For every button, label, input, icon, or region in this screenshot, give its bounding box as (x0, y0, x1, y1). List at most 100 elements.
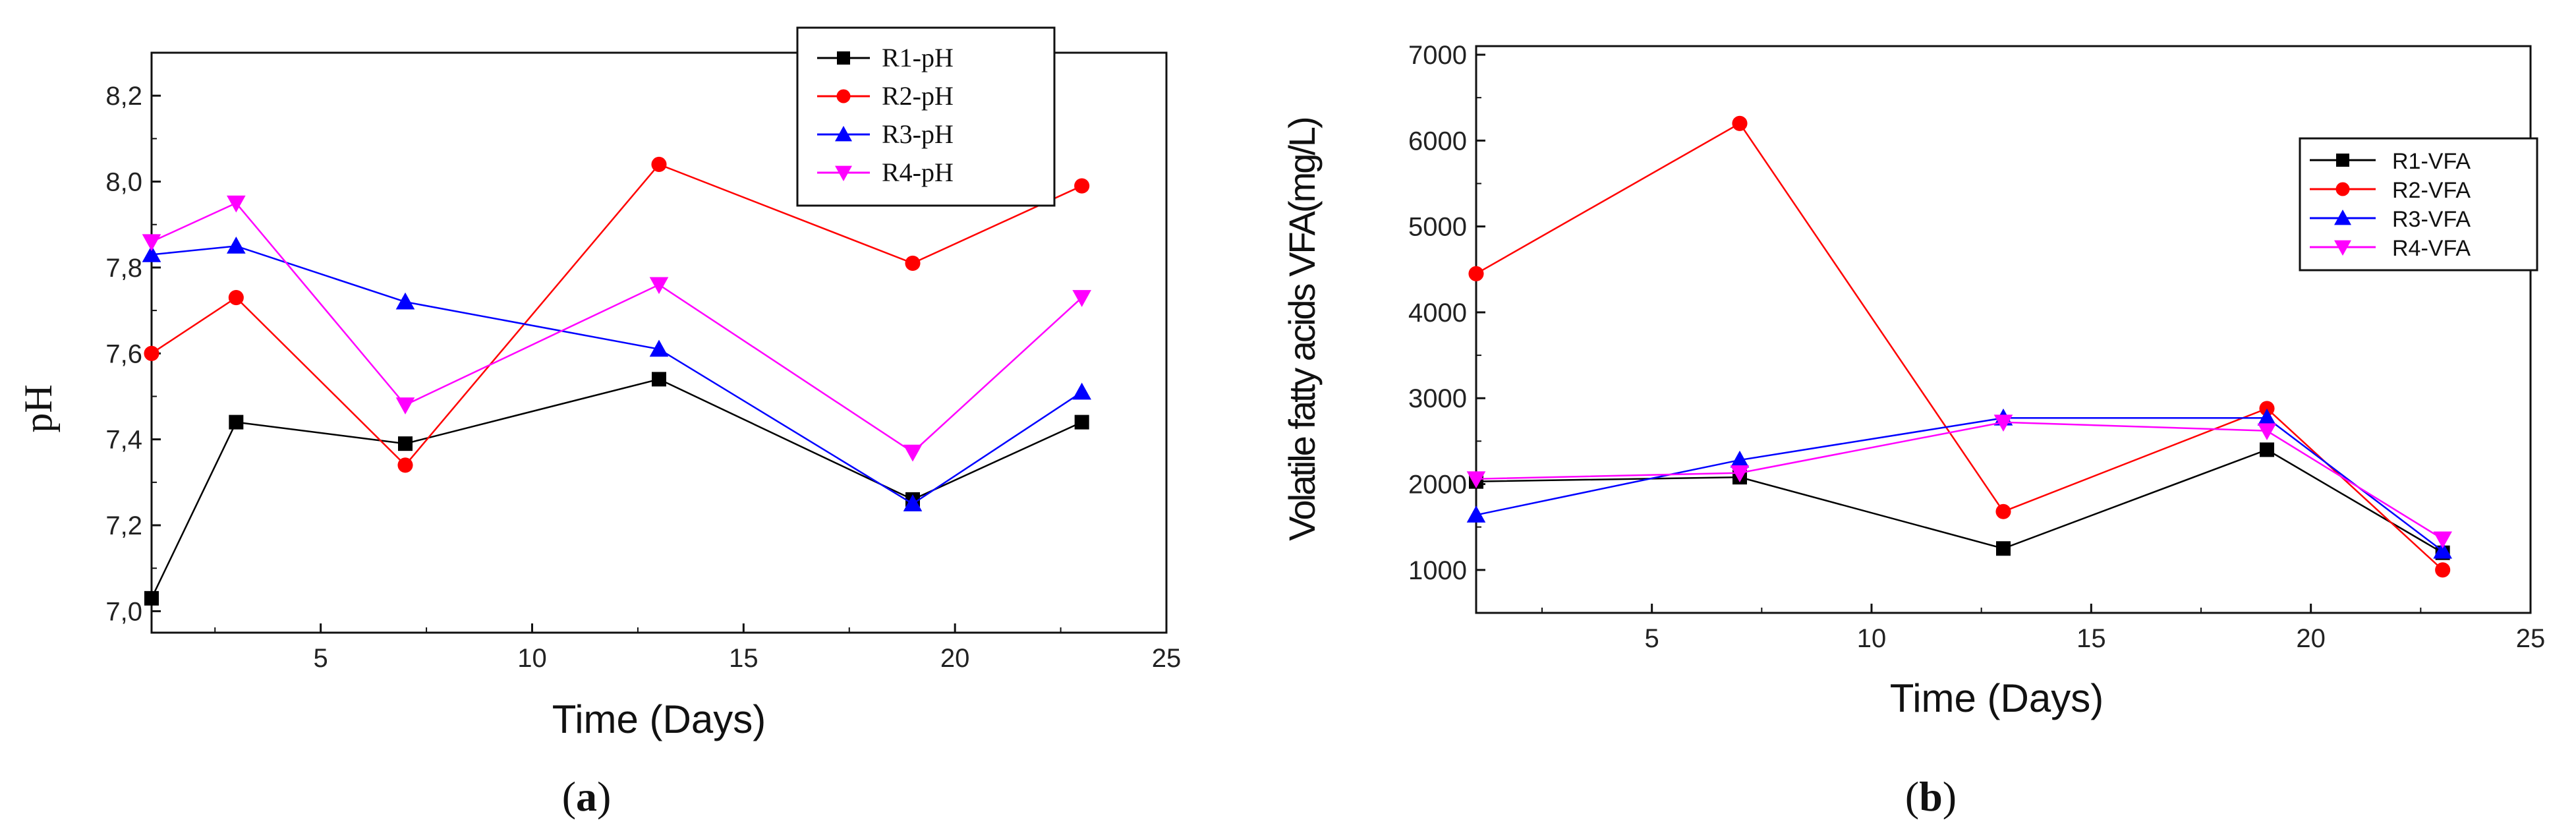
caption-letter-b: b (1919, 773, 1943, 820)
panel-caption-b: (b) (1905, 773, 1957, 820)
chart-panel-a: 5 10 15 20 25 7,0 7,2 7,4 7,6 7,8 8,0 8,2 Time (Day… (16, 26, 1181, 820)
data-point-R4-VFA (1730, 465, 1750, 482)
y-tick-label: 8,0 (105, 168, 142, 197)
legend-marker (2336, 154, 2349, 167)
series-b (1466, 115, 2452, 578)
series-R2-VFA (1468, 115, 2451, 578)
data-point-R4-pH (1072, 290, 1091, 307)
data-point-R2-VFA (1732, 115, 1748, 131)
data-point-R1-pH (652, 372, 666, 387)
legend-label: R3-VFA (2392, 207, 2471, 232)
legend-marker (835, 165, 852, 181)
legend-label: R2-pH (882, 81, 954, 111)
data-point-R4-pH (649, 277, 669, 295)
panel-caption-a: (a) (562, 773, 612, 820)
x-tick-label: 10 (517, 644, 547, 673)
legend-item-R4-pH: R4-pH (817, 158, 954, 187)
legend-item-R2-pH: R2-pH (817, 81, 954, 111)
data-point-R4-pH (395, 397, 415, 415)
x-axis-title-b: Time (Days) (1890, 676, 2104, 720)
series-line-R2-pH (151, 163, 1083, 467)
y-tick-label: 8,2 (105, 82, 142, 111)
data-point-R3-VFA (1730, 450, 1750, 468)
legend-marker (2334, 240, 2351, 256)
legend-marker (835, 126, 852, 142)
y-tick-label: 7,4 (105, 426, 142, 455)
caption-open-b: ( (1905, 773, 1919, 820)
x-tick-label: 10 (1857, 624, 1887, 653)
series-line-R4-pH (151, 202, 1083, 453)
data-point-R4-VFA (1466, 471, 1486, 489)
y-tick-label: 7,2 (105, 511, 142, 540)
x-tick-label: 20 (2296, 624, 2326, 653)
legend-marker (837, 51, 850, 65)
legend-label: R1-pH (882, 43, 954, 72)
x-tick-label: 15 (2076, 624, 2106, 653)
data-point-R2-VFA (1995, 503, 2011, 519)
y-axis-title-b: Volatile fatty acids VFA(mg/L) (1281, 118, 1323, 541)
data-point-R3-pH (395, 292, 415, 310)
data-point-R2-pH (397, 457, 413, 473)
data-point-R2-VFA (1468, 266, 1484, 281)
data-point-R3-pH (227, 237, 246, 254)
y-tick-label: 2000 (1408, 471, 1467, 500)
data-point-R3-VFA (1466, 505, 1486, 523)
data-point-R1-pH (144, 590, 159, 606)
legend-marker (2334, 210, 2351, 225)
y-tick-label: 3000 (1408, 384, 1467, 413)
x-tick-label: 5 (1645, 624, 1659, 653)
x-axis-title-a: Time (Days) (552, 697, 766, 741)
data-point-R4-pH (227, 195, 246, 213)
data-point-R3-pH (903, 494, 923, 511)
y-tick-label: 7000 (1408, 41, 1467, 70)
data-point-R4-pH (903, 444, 923, 462)
caption-close-b: ) (1943, 773, 1957, 820)
legend-a: R1-pH R2-pH R3-pH R4-pH (796, 26, 1056, 207)
legend-label: R3-pH (882, 119, 954, 149)
legend-item-R4-VFA: R4-VFA (2310, 236, 2471, 261)
y-tick-label: 4000 (1408, 299, 1467, 328)
data-point-R2-pH (228, 290, 244, 306)
plot-frame-a (150, 51, 1168, 634)
caption-letter-a: a (576, 773, 597, 820)
legend-label: R2-VFA (2392, 178, 2471, 203)
series-R3-pH (142, 237, 1091, 511)
legend-label: R4-pH (882, 158, 954, 187)
chart-panel-b: 5 10 15 20 25 1000 2000 3000 4000 5000 6000 7000 Ti… (1281, 41, 2545, 820)
legend-label: R4-VFA (2392, 236, 2471, 261)
legend-item-R1-VFA: R1-VFA (2310, 149, 2471, 174)
legend-item-R3-pH: R3-pH (817, 119, 954, 149)
legend-b: R1-VFA R2-VFA R3-VFA R4-VFA (2299, 137, 2538, 272)
data-point-R1-pH (1074, 415, 1089, 430)
caption-open-a: ( (562, 773, 576, 820)
x-tick-label: 5 (314, 644, 328, 673)
ticks-b: 5 10 15 20 25 1000 2000 3000 4000 5000 6000 7000 (1408, 41, 2545, 653)
plot-frame-b (1475, 45, 2532, 614)
data-point-R3-pH (1072, 382, 1091, 400)
series-line-R2-VFA (1475, 122, 2444, 571)
data-point-R4-VFA (2257, 423, 2277, 441)
data-point-R1-VFA (1996, 541, 2011, 556)
series-line-R1-VFA (1475, 449, 2444, 554)
ticks-a: 5 10 15 20 25 7,0 7,2 7,4 7,6 7,8 8,0 8,2 (105, 82, 1181, 673)
data-point-R3-VFA (2257, 408, 2277, 426)
y-tick-label: 5000 (1408, 213, 1467, 242)
y-tick-label: 1000 (1408, 556, 1467, 585)
series-line-R1-pH (150, 378, 1083, 599)
series-R1-VFA (1469, 442, 2450, 560)
data-point-R2-pH (144, 345, 159, 361)
series-R4-VFA (1466, 415, 2452, 549)
y-tick-label: 7,8 (105, 254, 142, 283)
x-tick-label: 25 (1152, 644, 1182, 673)
data-point-R2-VFA (2259, 401, 2275, 416)
y-tick-label: 7,6 (105, 339, 142, 368)
legend-item-R1-pH: R1-pH (817, 43, 954, 72)
legend-marker (836, 89, 851, 103)
series-a (142, 156, 1091, 606)
legend-item-R2-VFA: R2-VFA (2310, 178, 2471, 203)
series-line-R3-pH (151, 245, 1083, 505)
x-tick-label: 20 (940, 644, 970, 673)
series-R1-pH (144, 372, 1089, 606)
legend-item-R3-VFA: R3-VFA (2310, 207, 2471, 232)
